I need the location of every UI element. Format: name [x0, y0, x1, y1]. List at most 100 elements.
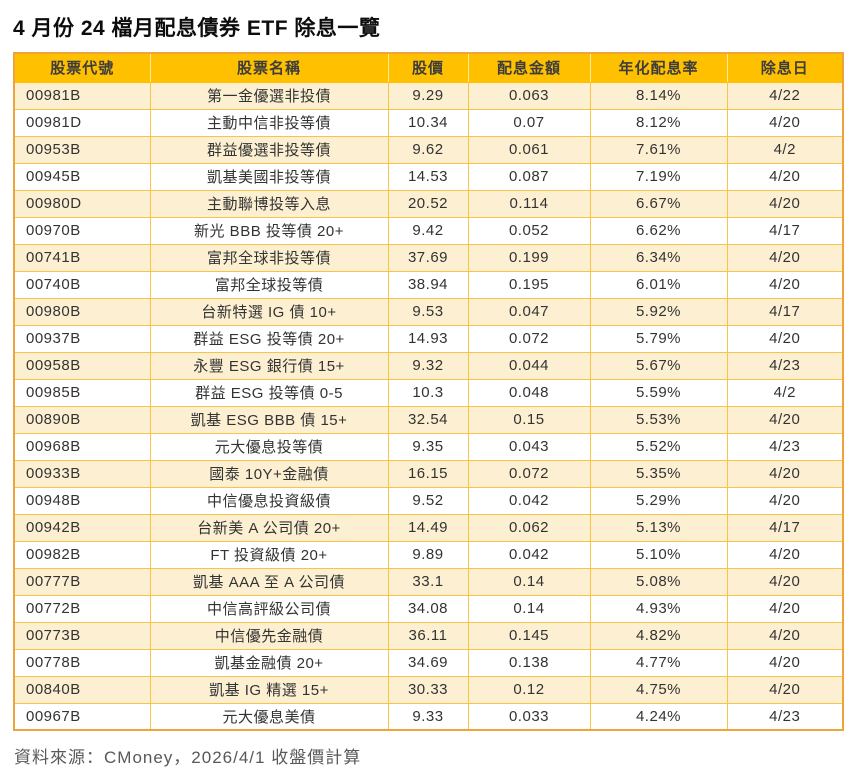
cell-code: 00981D	[13, 108, 151, 137]
cell-code: 00948B	[13, 486, 151, 515]
cell-yield: 7.19%	[589, 162, 728, 191]
cell-dividend: 0.052	[467, 216, 591, 245]
column-header: 配息金額	[467, 52, 591, 83]
cell-ex-date: 4/17	[726, 297, 844, 326]
cell-ex-date: 4/20	[726, 621, 844, 650]
cell-price: 10.3	[387, 378, 469, 407]
etf-dividend-table: 股票代號 股票名稱 股價 配息金額 年化配息率 除息日 00981B 第一金優選非投債 9.2…	[13, 52, 844, 731]
cell-price: 14.93	[387, 324, 469, 353]
cell-price: 9.35	[387, 432, 469, 461]
cell-code: 00772B	[13, 594, 151, 623]
cell-name: 富邦全球投等債	[149, 270, 389, 299]
cell-yield: 5.13%	[589, 513, 728, 542]
cell-ex-date: 4/20	[726, 162, 844, 191]
cell-yield: 5.52%	[589, 432, 728, 461]
column-header: 年化配息率	[589, 52, 728, 83]
cell-name: 群益優選非投等債	[149, 135, 389, 164]
cell-dividend: 0.042	[467, 540, 591, 569]
cell-dividend: 0.114	[467, 189, 591, 218]
column-header: 除息日	[726, 52, 844, 83]
cell-ex-date: 4/20	[726, 189, 844, 218]
cell-yield: 8.14%	[589, 81, 728, 110]
cell-dividend: 0.145	[467, 621, 591, 650]
cell-ex-date: 4/20	[726, 648, 844, 677]
cell-name: 國泰 10Y+金融債	[149, 459, 389, 488]
cell-dividend: 0.138	[467, 648, 591, 677]
cell-yield: 6.34%	[589, 243, 728, 272]
cell-name: 中信優先金融債	[149, 621, 389, 650]
cell-name: 凱基 AAA 至 A 公司債	[149, 567, 389, 596]
table-row: 00773B 中信優先金融債 36.11 0.145 4.82% 4/20	[13, 621, 844, 650]
cell-ex-date: 4/23	[726, 432, 844, 461]
cell-code: 00982B	[13, 540, 151, 569]
table-row: 00741B 富邦全球非投等債 37.69 0.199 6.34% 4/20	[13, 243, 844, 272]
table-row: 00945B 凱基美國非投等債 14.53 0.087 7.19% 4/20	[13, 162, 844, 191]
cell-price: 34.08	[387, 594, 469, 623]
header-row: 股票代號 股票名稱 股價 配息金額 年化配息率 除息日	[13, 52, 844, 83]
cell-yield: 6.67%	[589, 189, 728, 218]
cell-name: 第一金優選非投債	[149, 81, 389, 110]
cell-dividend: 0.14	[467, 594, 591, 623]
table-row: 00985B 群益 ESG 投等債 0-5 10.3 0.048 5.59% 4/2	[13, 378, 844, 407]
cell-dividend: 0.063	[467, 81, 591, 110]
cell-code: 00981B	[13, 81, 151, 110]
table-row: 00937B 群益 ESG 投等債 20+ 14.93 0.072 5.79% 4/20	[13, 324, 844, 353]
source-note: 資料來源：CMoney，2026/4/1 收盤價計算	[14, 748, 362, 767]
cell-name: 主動中信非投等債	[149, 108, 389, 137]
cell-dividend: 0.033	[467, 702, 591, 731]
column-header: 股票代號	[13, 52, 151, 83]
cell-name: 新光 BBB 投等債 20+	[149, 216, 389, 245]
cell-price: 34.69	[387, 648, 469, 677]
cell-yield: 5.59%	[589, 378, 728, 407]
cell-yield: 6.62%	[589, 216, 728, 245]
cell-ex-date: 4/20	[726, 540, 844, 569]
cell-ex-date: 4/17	[726, 216, 844, 245]
cell-name: 凱基金融債 20+	[149, 648, 389, 677]
cell-ex-date: 4/20	[726, 324, 844, 353]
cell-price: 16.15	[387, 459, 469, 488]
cell-ex-date: 4/20	[726, 567, 844, 596]
cell-name: 元大優息美債	[149, 702, 389, 731]
cell-ex-date: 4/20	[726, 486, 844, 515]
cell-code: 00967B	[13, 702, 151, 731]
cell-ex-date: 4/2	[726, 378, 844, 407]
cell-ex-date: 4/20	[726, 243, 844, 272]
cell-dividend: 0.042	[467, 486, 591, 515]
cell-price: 9.33	[387, 702, 469, 731]
cell-yield: 5.92%	[589, 297, 728, 326]
table-row: 00740B 富邦全球投等債 38.94 0.195 6.01% 4/20	[13, 270, 844, 299]
cell-price: 30.33	[387, 675, 469, 704]
cell-dividend: 0.072	[467, 324, 591, 353]
cell-price: 9.52	[387, 486, 469, 515]
cell-yield: 4.24%	[589, 702, 728, 731]
cell-dividend: 0.044	[467, 351, 591, 380]
cell-name: 元大優息投等債	[149, 432, 389, 461]
cell-name: 群益 ESG 投等債 0-5	[149, 378, 389, 407]
table-row: 00778B 凱基金融債 20+ 34.69 0.138 4.77% 4/20	[13, 648, 844, 677]
cell-dividend: 0.14	[467, 567, 591, 596]
cell-yield: 5.08%	[589, 567, 728, 596]
table-row: 00840B 凱基 IG 精選 15+ 30.33 0.12 4.75% 4/20	[13, 675, 844, 704]
cell-yield: 8.12%	[589, 108, 728, 137]
cell-name: 凱基 IG 精選 15+	[149, 675, 389, 704]
cell-code: 00778B	[13, 648, 151, 677]
cell-code: 00777B	[13, 567, 151, 596]
cell-code: 00773B	[13, 621, 151, 650]
cell-code: 00890B	[13, 405, 151, 434]
cell-price: 14.49	[387, 513, 469, 542]
cell-name: 凱基美國非投等債	[149, 162, 389, 191]
cell-dividend: 0.195	[467, 270, 591, 299]
cell-price: 36.11	[387, 621, 469, 650]
table-row: 00953B 群益優選非投等債 9.62 0.061 7.61% 4/2	[13, 135, 844, 164]
cell-yield: 4.93%	[589, 594, 728, 623]
cell-ex-date: 4/20	[726, 108, 844, 137]
cell-code: 00985B	[13, 378, 151, 407]
cell-yield: 4.77%	[589, 648, 728, 677]
table-row: 00981B 第一金優選非投債 9.29 0.063 8.14% 4/22	[13, 81, 844, 110]
cell-name: 台新美 A 公司債 20+	[149, 513, 389, 542]
cell-dividend: 0.07	[467, 108, 591, 137]
table-row: 00777B 凱基 AAA 至 A 公司債 33.1 0.14 5.08% 4/20	[13, 567, 844, 596]
cell-dividend: 0.072	[467, 459, 591, 488]
cell-price: 20.52	[387, 189, 469, 218]
